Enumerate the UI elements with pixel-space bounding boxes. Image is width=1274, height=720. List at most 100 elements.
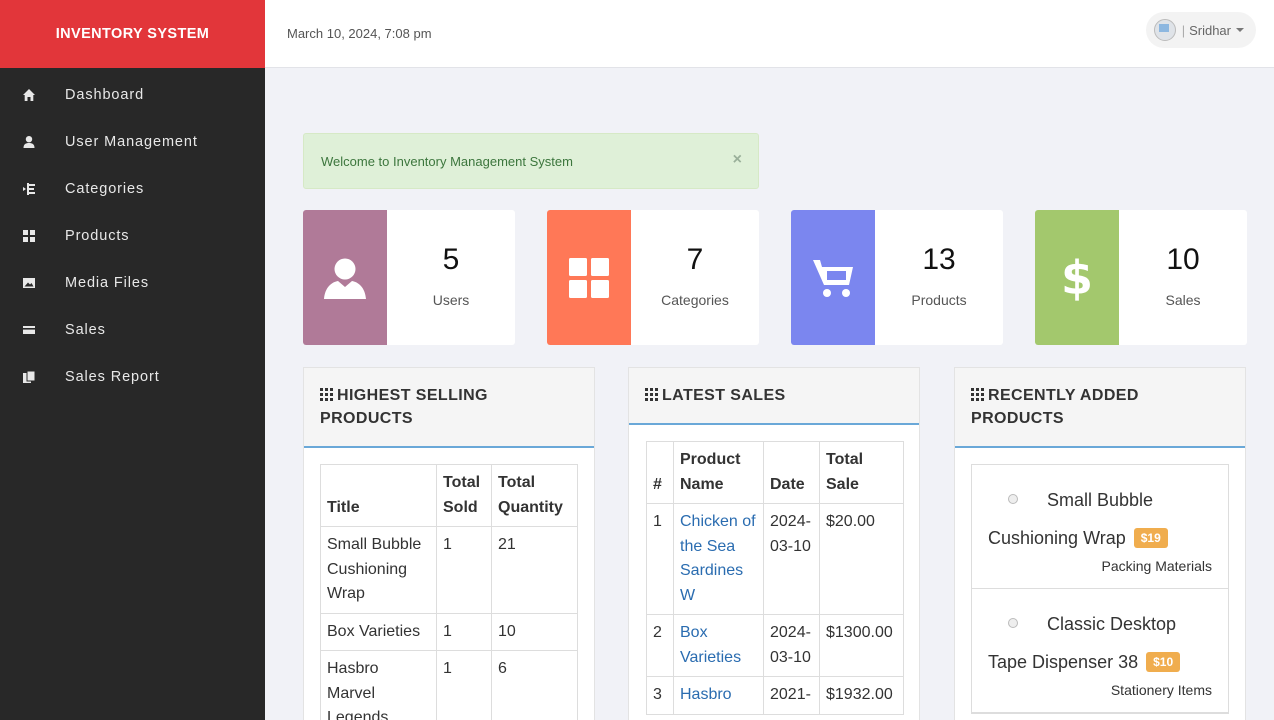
table-row: Small Bubble Cushioning Wrap 1 21 [320, 526, 578, 614]
th-large-icon [547, 210, 631, 345]
sidebar-item-label: Dashboard [65, 86, 145, 103]
sidebar-item-label: Products [65, 227, 130, 244]
avatar [1153, 19, 1176, 41]
shopping-cart-icon [791, 210, 875, 345]
sidebar-item-categories[interactable]: Categories [0, 165, 265, 212]
product-link[interactable]: Chicken of the Sea Sardines W [680, 513, 756, 604]
sidebar-item-label: User Management [65, 133, 198, 150]
product-name-line: Classic Desktop [1047, 614, 1177, 634]
product-name-line: Cushioning Wrap [988, 528, 1126, 548]
table-cell: $1932.00 [819, 676, 904, 715]
product-link[interactable]: Box Varieties [680, 624, 742, 666]
table-cell: $20.00 [819, 503, 904, 615]
table-row: 2 Box Varieties 2024-03-10 $1300.00 [646, 614, 904, 677]
price-badge: $19 [1133, 528, 1168, 548]
latest-sales-table: # Product Name Date Total Sale 1 Chicken… [646, 441, 904, 715]
user-name: Sridhar [1189, 22, 1231, 38]
column-header: Total Sale [819, 441, 904, 504]
credit-card-icon [22, 323, 36, 337]
column-header: Total Sold [436, 464, 492, 527]
panel-title: HIGHEST SELLING PRODUCTS [320, 387, 488, 427]
brand-logo[interactable]: INVENTORY SYSTEM [0, 0, 265, 68]
sidebar-item-label: Sales Report [65, 368, 160, 385]
table-cell: Hasbro Marvel Legends [320, 650, 437, 720]
product-name-line: Tape Dispenser 38 [988, 652, 1139, 672]
table-cell: 1 [436, 526, 492, 614]
user-icon [22, 135, 36, 149]
table-cell: 1 [436, 612, 492, 651]
sidebar-item-label: Sales [65, 321, 106, 338]
user-icon [303, 210, 387, 345]
column-header: Title [320, 464, 437, 527]
stat-label: Categories [661, 292, 729, 308]
sidebar: Dashboard User Management Categories Pro… [0, 68, 265, 720]
panel-latest-sales: LATEST SALES # Product Name Date Total S… [628, 367, 920, 720]
stat-value: 7 [686, 243, 704, 276]
indent-icon [22, 182, 36, 196]
header-datetime: March 10, 2024, 7:08 pm [287, 26, 432, 41]
table-cell: Box Varieties [673, 614, 764, 677]
picture-icon [22, 276, 36, 290]
sidebar-item-sales[interactable]: Sales [0, 306, 265, 353]
welcome-alert: Welcome to Inventory Management System × [303, 133, 759, 189]
product-name: Classic Desktop Tape Dispenser 38 $10 [988, 605, 1212, 681]
column-header: Date [763, 441, 820, 504]
table-cell: 3 [646, 676, 674, 715]
close-icon[interactable]: × [732, 151, 742, 168]
column-header: Product Name [673, 441, 764, 504]
stat-value: 13 [922, 243, 956, 276]
stat-card-sales: $ 10 Sales [1035, 210, 1247, 345]
table-cell: 2 [646, 614, 674, 677]
column-header: Total Quantity [491, 464, 578, 527]
product-link[interactable]: Hasbro [680, 686, 732, 703]
table-cell: 2024-03-10 [763, 614, 820, 677]
product-category: Stationery Items [1110, 682, 1212, 698]
sidebar-item-dashboard[interactable]: Dashboard [0, 71, 265, 118]
table-row: Box Varieties 1 10 [320, 612, 578, 651]
product-image-icon [1008, 494, 1018, 504]
sidebar-item-label: Categories [65, 180, 145, 197]
table-header-row: # Product Name Date Total Sale [646, 441, 904, 504]
panel-header: HIGHEST SELLING PRODUCTS [304, 368, 594, 448]
panel-title: LATEST SALES [662, 387, 786, 404]
caret-down-icon [1236, 28, 1244, 32]
product-name-line: Small Bubble [1047, 490, 1154, 510]
th-icon [971, 388, 984, 401]
stat-value: 5 [442, 243, 460, 276]
sidebar-item-user-management[interactable]: User Management [0, 118, 265, 165]
panel-title: RECENTLY ADDED PRODUCTS [971, 387, 1139, 427]
table-cell: $1300.00 [819, 614, 904, 677]
user-separator: | [1181, 22, 1186, 38]
sidebar-item-label: Media Files [65, 274, 150, 291]
sidebar-item-media-files[interactable]: Media Files [0, 259, 265, 306]
alert-message: Welcome to Inventory Management System [321, 153, 573, 169]
panel-header: LATEST SALES [629, 368, 919, 425]
th-large-icon [22, 229, 36, 243]
sidebar-item-sales-report[interactable]: Sales Report [0, 353, 265, 400]
usd-icon: $ [1035, 210, 1119, 345]
table-header-row: Title Total Sold Total Quantity [320, 464, 578, 527]
table-cell: Small Bubble Cushioning Wrap [320, 526, 437, 614]
table-cell: 6 [491, 650, 578, 720]
home-icon [22, 88, 36, 102]
stat-card-products: 13 Products [791, 210, 1003, 345]
duplicate-icon [22, 370, 36, 384]
table-cell: 10 [491, 612, 578, 651]
sidebar-item-products[interactable]: Products [0, 212, 265, 259]
table-row: 1 Chicken of the Sea Sardines W 2024-03-… [646, 503, 904, 615]
stat-label: Sales [1165, 292, 1201, 308]
list-item[interactable]: Classic Desktop Tape Dispenser 38 $10 Sta… [972, 589, 1228, 713]
th-icon [320, 388, 333, 401]
table-cell: 21 [491, 526, 578, 614]
product-name: Small Bubble Cushioning Wrap $19 [988, 481, 1212, 557]
table-cell: Chicken of the Sea Sardines W [673, 503, 764, 615]
price-badge: $10 [1146, 652, 1181, 672]
list-item[interactable]: Small Bubble Cushioning Wrap $19 Packing … [972, 465, 1228, 589]
panel-highest-selling: HIGHEST SELLING PRODUCTS Title Total Sol… [303, 367, 595, 720]
product-image-icon [1008, 618, 1018, 628]
panel-header: RECENTLY ADDED PRODUCTS [955, 368, 1245, 448]
user-menu-button[interactable]: | Sridhar [1145, 12, 1256, 48]
stat-label: Products [911, 292, 967, 308]
panel-recent-products: RECENTLY ADDED PRODUCTS Small Bubble Cus… [954, 367, 1246, 720]
stat-value: 10 [1166, 243, 1200, 276]
